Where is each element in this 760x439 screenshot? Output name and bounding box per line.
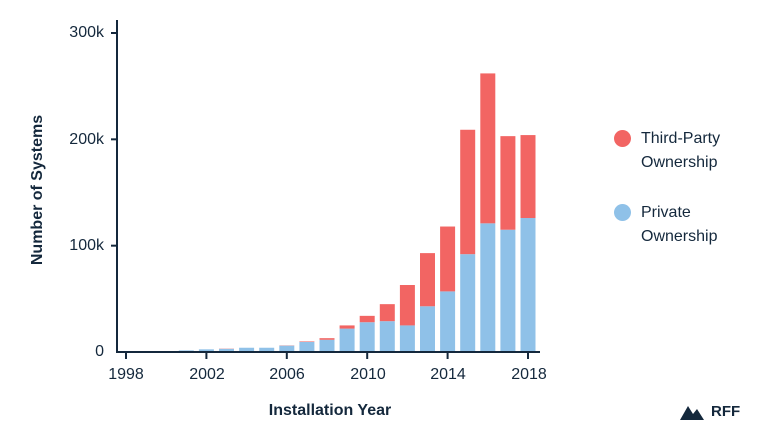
legend-label: Third-Party <box>641 130 721 147</box>
legend-label: Private <box>641 204 691 221</box>
bar-private <box>480 223 496 352</box>
bar-third-party <box>480 73 496 224</box>
x-tick-label: 2002 <box>189 366 225 383</box>
y-tick-label: 200k <box>69 131 104 148</box>
rff-logo: RFF <box>680 403 740 420</box>
bar-private <box>259 347 275 352</box>
bar-third-party <box>319 338 335 340</box>
x-axis-title: Installation Year <box>268 402 392 419</box>
bar-private <box>399 325 415 352</box>
bar-private <box>279 345 295 352</box>
bar-private <box>239 347 255 352</box>
bar-private <box>460 254 476 352</box>
bar-private <box>219 348 234 352</box>
x-tick-label: 2018 <box>511 366 547 383</box>
bar-third-party <box>299 341 315 342</box>
legend-label: Ownership <box>641 154 718 171</box>
legend-item-third-party: Third-Party Ownership <box>614 127 760 175</box>
bar-third-party <box>339 325 355 329</box>
logo-text: RFF <box>711 403 741 420</box>
y-tick-label: 100k <box>69 237 104 254</box>
bar-third-party <box>460 129 476 255</box>
bar-private <box>520 218 536 352</box>
x-tick-label: 2010 <box>350 366 386 383</box>
bar-private <box>339 328 355 352</box>
mountain-icon <box>680 405 704 420</box>
x-tick-label: 2014 <box>430 366 466 383</box>
bar-private <box>198 349 214 352</box>
bar-private <box>440 291 456 352</box>
legend-item-private: Private Ownership <box>614 201 760 249</box>
bar-third-party <box>420 253 435 307</box>
bar-third-party <box>359 315 375 323</box>
bar-private <box>500 229 516 352</box>
bar-third-party <box>520 135 536 219</box>
legend-label: Ownership <box>641 228 718 245</box>
y-tick-label: 300k <box>69 24 104 41</box>
legend-swatch-third-party <box>614 130 631 147</box>
bar-private <box>379 321 395 352</box>
bar-private <box>299 341 315 352</box>
bar-third-party <box>440 226 456 292</box>
bar-third-party <box>399 285 415 326</box>
legend-swatch-private <box>614 204 631 221</box>
bar-private <box>420 306 435 352</box>
x-tick-label: 2006 <box>269 366 305 383</box>
y-tick-label: 0 <box>95 343 104 360</box>
x-tick-label: 1998 <box>108 366 144 383</box>
bar-private <box>359 322 375 352</box>
bar-third-party <box>500 136 516 230</box>
bar-third-party <box>379 304 395 322</box>
bar-private <box>319 339 335 352</box>
